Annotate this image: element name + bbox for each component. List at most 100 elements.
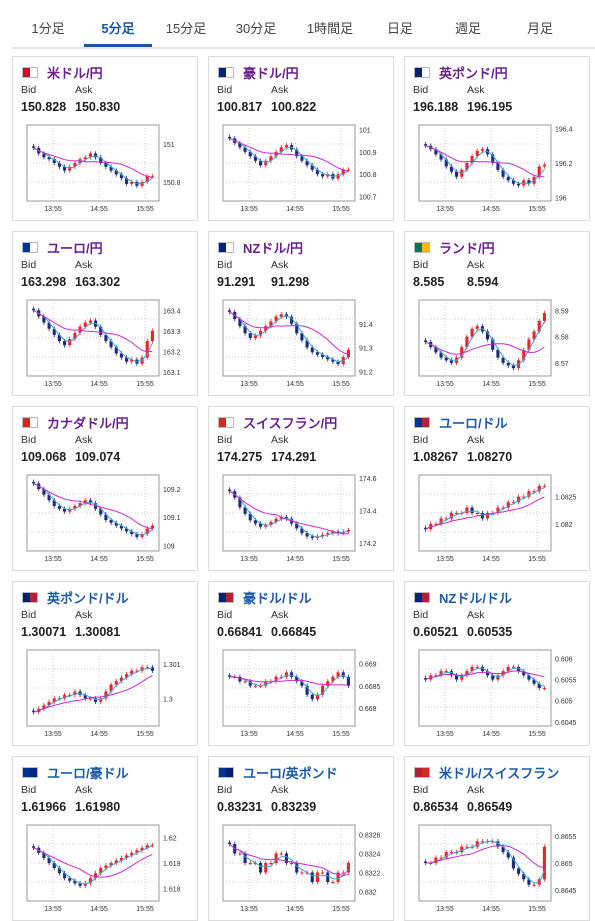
y-tick-label: 0.605: [555, 699, 573, 706]
tab-4[interactable]: 1時間足: [306, 21, 354, 36]
candle-body: [243, 853, 247, 863]
x-tick-label: 14:55: [286, 556, 304, 563]
mini-candle-chart[interactable]: 1.62 1.619 1.618 13:55 14:55 15:55: [13, 821, 199, 919]
ask-label: Ask: [271, 609, 289, 621]
mini-candle-chart[interactable]: 1.301 1.3 13:55 14:55 15:55: [13, 646, 199, 744]
candle-body: [150, 176, 154, 178]
rate-card[interactable]: ランド/円 Bid Ask 8.585 8.594 8.59 8.58 8.57 13:55 14…: [404, 231, 590, 396]
x-tick-label: 15:55: [332, 206, 350, 213]
pair-link[interactable]: ユーロ/豪ドル: [47, 766, 129, 781]
candle-body: [269, 156, 273, 161]
candle-body: [125, 357, 129, 362]
pair-link[interactable]: スイスフラン/円: [243, 416, 338, 431]
rate-card[interactable]: 豪ドル/円 Bid Ask 100.817 100.822 101 100.9 100.8 10…: [208, 56, 394, 221]
candle-body: [449, 360, 453, 363]
mini-candle-chart[interactable]: 0.669 0.6685 0.668 13:55 14:55 15:55: [209, 646, 395, 744]
y-tick-label: 109.1: [163, 515, 181, 522]
pair-link[interactable]: ユーロ/英ポンド: [243, 766, 338, 781]
candle-body: [88, 153, 92, 158]
candle-body: [228, 675, 232, 677]
rate-card[interactable]: 豪ドル/ドル Bid Ask 0.66841 0.66845 0.669 0.6685 0.6…: [208, 581, 394, 746]
rate-card[interactable]: ユーロ/豪ドル Bid Ask 1.61966 1.61980 1.62 1.619 1.61…: [12, 756, 198, 921]
candle-body: [78, 883, 82, 886]
candle-body: [279, 147, 283, 152]
candle-body: [135, 670, 139, 672]
rate-card[interactable]: ユーロ/円 Bid Ask 163.298 163.302 163.4 163.3 163.2…: [12, 231, 198, 396]
bid-label: Bid: [217, 609, 233, 621]
candle-body: [511, 365, 515, 369]
rate-card[interactable]: NZドル/ドル Bid Ask 0.60521 0.60535 0.606 0.6055 0.…: [404, 581, 590, 746]
tab-1[interactable]: 5分足: [84, 13, 152, 47]
pair-link[interactable]: ランド/円: [439, 241, 495, 256]
mini-candle-chart[interactable]: 109.2 109.1 109 13:55 14:55 15:55: [13, 471, 199, 569]
rate-card[interactable]: 英ポンド/ドル Bid Ask 1.30071 1.30081 1.301 1.3 13:55…: [12, 581, 198, 746]
y-tick-label: 101: [359, 127, 371, 134]
pair-link[interactable]: 米ドル/スイスフラン: [439, 766, 560, 781]
rate-card[interactable]: カナダドル/円 Bid Ask 109.068 109.074 109.2 109.1 109…: [12, 406, 198, 571]
pair-link[interactable]: NZドル/円: [243, 241, 303, 256]
candle-body: [455, 675, 459, 680]
candle-body: [305, 533, 309, 537]
tab-7[interactable]: 月足: [526, 21, 553, 36]
pair-link[interactable]: 豪ドル/円: [243, 66, 299, 81]
candle-body: [522, 496, 526, 498]
candle-body: [470, 666, 474, 672]
pair-link[interactable]: 英ポンド/ドル: [47, 591, 129, 606]
rate-card[interactable]: ユーロ/英ポンド Bid Ask 0.83231 0.83239 0.8326 0.8324…: [208, 756, 394, 921]
candle-body: [119, 677, 123, 682]
pair-link[interactable]: ユーロ/円: [47, 241, 103, 256]
tab-2[interactable]: 15分足: [165, 21, 207, 36]
x-tick-label: 14:55: [286, 906, 304, 913]
mini-candle-chart[interactable]: 174.6 174.4 174.2 13:55 14:55 15:55: [209, 471, 395, 569]
mini-candle-chart[interactable]: 0.8326 0.8324 0.8322 0.832 13:55 14:55 15:55: [209, 821, 395, 919]
mini-candle-chart[interactable]: 1.0825 1.082 13:55 14:55 15:55: [405, 471, 591, 569]
candle-body: [47, 322, 51, 329]
pair-link[interactable]: NZドル/ドル: [439, 591, 512, 606]
mini-candle-chart[interactable]: 0.8655 0.865 0.8645 13:55 14:55 15:55: [405, 821, 591, 919]
tab-6[interactable]: 週足: [454, 21, 481, 36]
us-ch-flag-icon: [414, 767, 430, 778]
tab-0[interactable]: 1分足: [31, 21, 65, 36]
pair-link[interactable]: ユーロ/ドル: [439, 416, 508, 431]
rate-card[interactable]: スイスフラン/円 Bid Ask 174.275 174.291 174.6 174.4 17…: [208, 406, 394, 571]
candle-body: [424, 861, 428, 863]
candle-body: [248, 863, 252, 864]
mini-candle-chart[interactable]: 91.4 91.3 91.2 13:55 14:55 15:55: [209, 296, 395, 394]
mini-candle-chart[interactable]: 196.4 196.2 196 13:55 14:55 15:55: [405, 121, 591, 219]
pair-link[interactable]: 豪ドル/ドル: [243, 591, 312, 606]
candle-body: [300, 872, 304, 874]
candle-body: [57, 163, 61, 167]
candle-body: [532, 491, 536, 493]
x-tick-label: 14:55: [90, 381, 108, 388]
candle-body: [290, 863, 294, 864]
pair-link[interactable]: 米ドル/円: [47, 66, 103, 81]
x-tick-label: 14:55: [90, 556, 108, 563]
rate-card[interactable]: 米ドル/円 Bid Ask 150.828 150.830 151 150.8 13:55 14…: [12, 56, 198, 221]
mini-candle-chart[interactable]: 151 150.8 13:55 14:55 15:55: [13, 121, 199, 219]
rate-card[interactable]: 英ポンド/円 Bid Ask 196.188 196.195 196.4 196.2 196 1…: [404, 56, 590, 221]
bid-label: Bid: [21, 84, 37, 96]
candle-body: [269, 321, 273, 327]
candle-body: [99, 698, 103, 702]
mini-candle-chart[interactable]: 101 100.9 100.8 100.7 13:55 14:55 15:55: [209, 121, 395, 219]
mini-candle-chart[interactable]: 0.606 0.6055 0.605 0.6045 13:55 14:55 15:55: [405, 646, 591, 744]
candle-body: [315, 169, 319, 175]
candle-body: [248, 333, 252, 338]
rate-card[interactable]: 米ドル/スイスフラン Bid Ask 0.86534 0.86549 0.8655 0.86…: [404, 756, 590, 921]
rate-card[interactable]: NZドル/円 Bid Ask 91.291 91.298 91.4 91.3 91.2 13:5…: [208, 231, 394, 396]
candle-body: [511, 502, 515, 504]
pair-link[interactable]: 英ポンド/円: [439, 66, 508, 81]
ask-value: 174.291: [271, 450, 317, 464]
candle-body: [537, 485, 541, 492]
mini-candle-chart[interactable]: 8.59 8.58 8.57 13:55 14:55 15:55: [405, 296, 591, 394]
tab-5[interactable]: 日足: [386, 21, 413, 36]
rate-card[interactable]: ユーロ/ドル Bid Ask 1.08267 1.08270 1.0825 1.082 13:…: [404, 406, 590, 571]
candle-body: [424, 678, 428, 680]
pair-link[interactable]: カナダドル/円: [47, 416, 129, 431]
mini-candle-chart[interactable]: 163.4 163.3 163.2 163.1 13:55 14:55 15:55: [13, 296, 199, 394]
tab-3[interactable]: 30分足: [235, 21, 277, 36]
candle-body: [135, 534, 139, 537]
ma-long-line: [425, 341, 545, 355]
candle-body: [331, 676, 335, 682]
y-tick-label: 0.668: [359, 706, 377, 713]
